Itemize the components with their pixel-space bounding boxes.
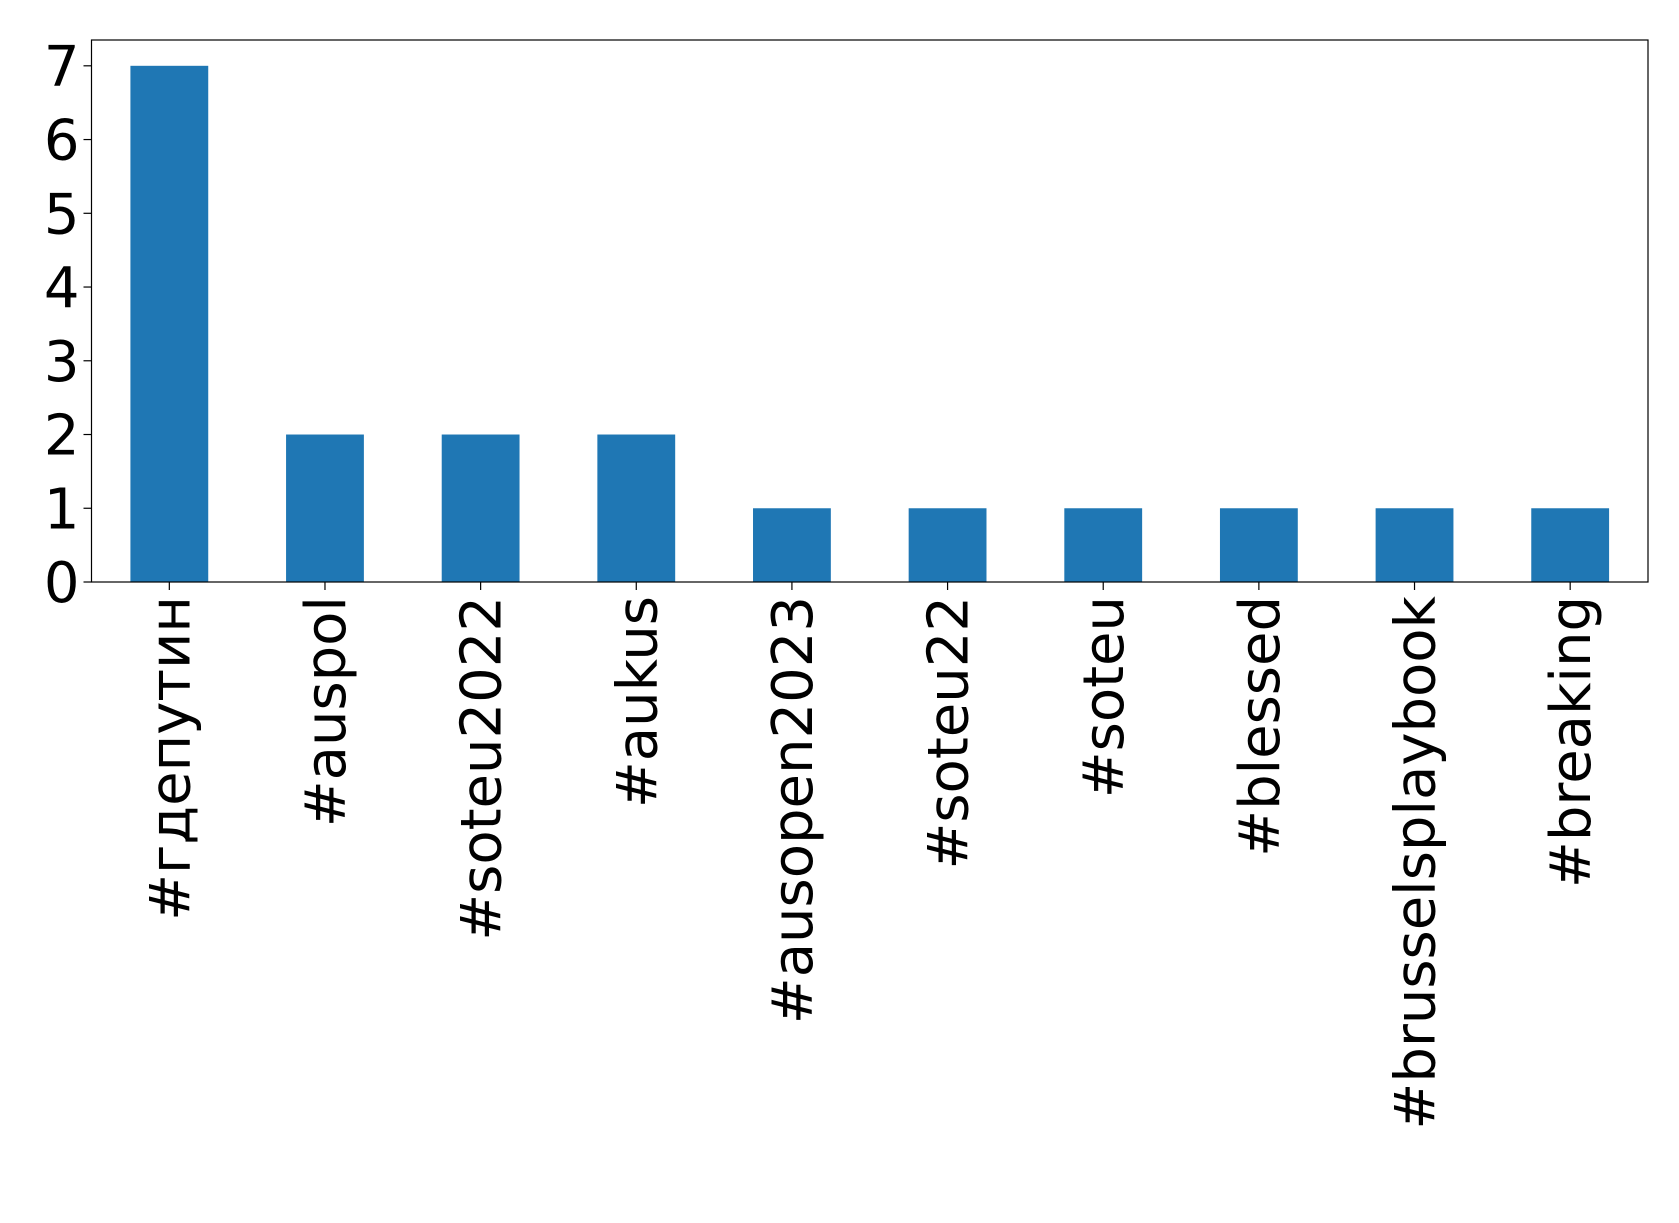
- y-tick-label: 1: [44, 477, 80, 542]
- x-tick-label: #soteu: [1072, 596, 1137, 798]
- x-tick-label: #auspol: [294, 596, 359, 827]
- x-tick-label: #aukus: [605, 596, 670, 808]
- bar: [1531, 508, 1610, 582]
- bar: [1219, 508, 1298, 582]
- bar: [1064, 508, 1143, 582]
- bar: [441, 434, 520, 582]
- y-tick-label: 2: [44, 404, 80, 469]
- bar: [597, 434, 676, 582]
- y-tick-label: 5: [44, 182, 80, 247]
- bar: [130, 65, 209, 583]
- plot-frame: [90, 39, 1649, 583]
- x-tick-label: #ausopen2023: [761, 596, 826, 1024]
- y-tick-label: 0: [44, 551, 80, 616]
- bar: [1375, 508, 1454, 582]
- y-tick-label: 6: [44, 109, 80, 174]
- x-tick-label: #blessed: [1228, 596, 1293, 857]
- x-tick-label: #breaking: [1539, 596, 1604, 888]
- bar: [908, 508, 987, 582]
- y-tick-label: 3: [44, 330, 80, 395]
- y-tick-label: 4: [44, 256, 80, 321]
- x-tick-label: #soteu22: [917, 596, 982, 870]
- y-tick-label: 7: [44, 35, 80, 100]
- x-tick-label: #гдепутин: [138, 596, 203, 921]
- x-tick-label: #soteu2022: [450, 596, 515, 941]
- bar: [753, 508, 831, 582]
- bar: [286, 434, 364, 582]
- x-tick-label: #brusselsplaybook: [1384, 595, 1449, 1129]
